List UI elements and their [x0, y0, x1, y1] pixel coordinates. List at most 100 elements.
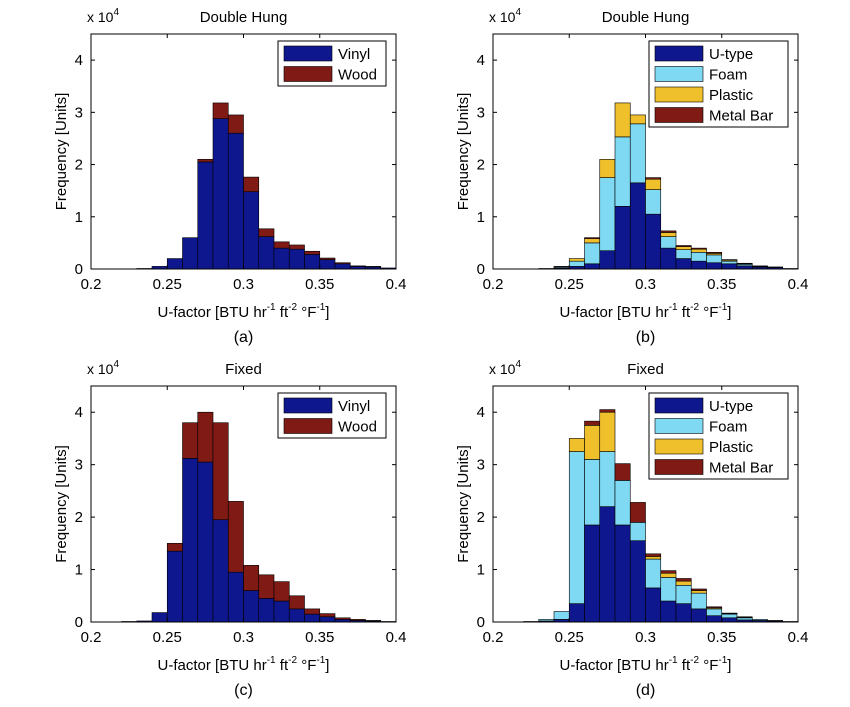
- bar-metal-bar-14: [736, 616, 753, 618]
- x-axis-label: U-factor [BTU hr-1​ ft-2​ °F-1​]: [560, 302, 732, 321]
- bar-wood-14: [349, 265, 366, 267]
- bar-foam-8: [660, 236, 677, 249]
- bar-foam-9: [675, 249, 692, 259]
- bar-u-type-3: [568, 603, 585, 623]
- y-tick-label: 1: [75, 209, 83, 226]
- bar-foam-10: [675, 584, 692, 604]
- y-multiplier-exponent: 4: [515, 359, 521, 370]
- bar-metal-bar-7: [629, 502, 646, 523]
- bar-wood-3: [166, 543, 183, 552]
- chart-title: Double Hung: [602, 9, 690, 26]
- bar-wood-8: [258, 228, 275, 237]
- bar-plastic-9: [675, 246, 692, 250]
- bar-foam-5: [599, 451, 616, 507]
- x-axis-label-part: °F: [297, 304, 316, 321]
- bar-metal-bar-9: [660, 570, 677, 574]
- bar-wood-11: [304, 250, 321, 255]
- bar-u-type-5: [614, 206, 631, 270]
- legend-swatch: [654, 107, 704, 123]
- bar-u-type-4: [599, 250, 616, 270]
- bar-plastic-7: [645, 178, 662, 190]
- bar-u-type-5: [599, 506, 616, 623]
- superscript: -1: [267, 655, 276, 666]
- bar-metal-bar-7: [645, 177, 662, 180]
- chart-title: Double Hung: [200, 9, 288, 26]
- bar-foam-16: [767, 620, 784, 622]
- bar-foam-14: [736, 617, 753, 621]
- x-axis-label-part: U-factor [BTU hr: [158, 304, 267, 321]
- bar-wood-9: [258, 574, 275, 599]
- legend-label: Wood: [338, 67, 377, 84]
- bar-wood-4: [197, 159, 214, 163]
- bar-vinyl-8: [258, 236, 275, 270]
- bar-wood-12: [319, 257, 336, 260]
- bar-metal-bar-4: [584, 420, 601, 426]
- legend-swatch: [654, 86, 704, 103]
- x-tick-label: 0.35: [305, 629, 334, 646]
- superscript: -1: [669, 655, 678, 666]
- bar-u-type-13: [721, 617, 738, 623]
- bar-wood-9: [273, 241, 290, 249]
- bar-vinyl-6: [212, 519, 229, 623]
- legend-swatch: [654, 459, 704, 475]
- y-tick-label: 2: [75, 157, 83, 174]
- bar-vinyl-9: [258, 598, 275, 623]
- bar-vinyl-4: [182, 458, 199, 623]
- y-multiplier-label: x 104: [489, 359, 521, 377]
- bar-foam-6: [629, 123, 646, 184]
- bar-foam-11: [690, 592, 707, 610]
- y-multiplier-base: x 10: [489, 9, 516, 25]
- bar-foam-6: [614, 480, 631, 526]
- bar-foam-15: [751, 619, 768, 621]
- bar-vinyl-7: [227, 571, 244, 623]
- bar-foam-3: [584, 242, 601, 265]
- y-tick-label: 4: [477, 52, 485, 69]
- bar-vinyl-12: [304, 613, 321, 623]
- y-multiplier-exponent: 4: [515, 7, 521, 18]
- x-tick-label: 0.2: [81, 276, 102, 293]
- panel-label: (a): [234, 329, 254, 346]
- superscript: -1: [316, 655, 325, 666]
- x-tick-label: 0.25: [153, 629, 182, 646]
- y-multiplier-label: x 104: [87, 7, 119, 25]
- legend: Vinyl Wood: [277, 392, 387, 439]
- bar-plastic-4: [584, 425, 601, 460]
- bar-foam-3: [568, 451, 585, 604]
- bar-wood-15: [365, 266, 382, 268]
- bar-u-type-10: [675, 603, 692, 623]
- bar-wood-15: [349, 619, 366, 621]
- bar-u-type-12: [706, 615, 723, 623]
- legend-swatch: [654, 66, 704, 82]
- superscript: -1: [669, 302, 678, 313]
- x-tick-label: 0.4: [788, 629, 809, 646]
- y-axis-label: Frequency [Units]: [53, 93, 70, 211]
- bar-wood-8: [243, 565, 260, 591]
- bar-vinyl-3: [182, 237, 199, 270]
- legend-swatch: [654, 397, 704, 414]
- x-tick-label: 0.4: [386, 276, 407, 293]
- y-tick-label: 3: [75, 104, 83, 121]
- bar-plastic-3: [568, 438, 585, 452]
- legend-label: Vinyl: [338, 46, 370, 63]
- x-axis-label-part: ft: [276, 657, 289, 674]
- bar-vinyl-5: [197, 461, 214, 623]
- y-multiplier-exponent: 4: [113, 359, 119, 370]
- legend-swatch: [283, 45, 333, 62]
- bar-wood-10: [288, 244, 305, 250]
- x-axis-label: U-factor [BTU hr-1​ ft-2​ °F-1​]: [158, 655, 330, 674]
- y-multiplier-exponent: 4: [113, 7, 119, 18]
- bar-vinyl-11: [288, 608, 305, 623]
- bar-plastic-8: [645, 556, 662, 560]
- bar-foam-4: [599, 177, 616, 252]
- bar-u-type-8: [660, 247, 677, 270]
- bar-vinyl-4: [197, 161, 214, 270]
- y-multiplier-base: x 10: [87, 361, 114, 377]
- bar-vinyl-10: [273, 600, 290, 623]
- bar-vinyl-12: [319, 259, 336, 270]
- bar-wood-5: [212, 102, 229, 119]
- bar-metal-bar-8: [660, 230, 677, 233]
- bar-wood-14: [334, 617, 351, 620]
